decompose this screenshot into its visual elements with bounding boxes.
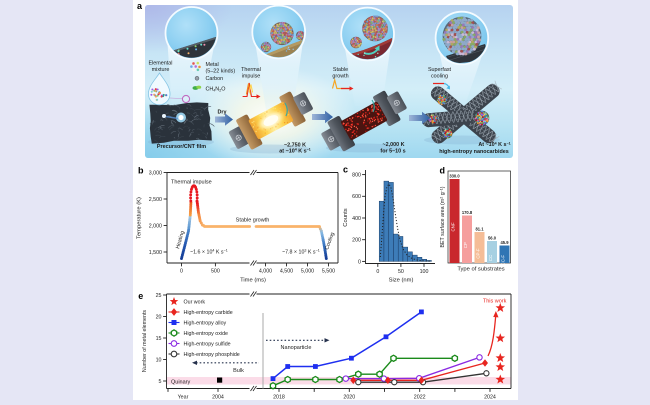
svg-text:5: 5 bbox=[159, 379, 162, 385]
svg-text:330.0: 330.0 bbox=[449, 174, 460, 179]
svg-text:3,000: 3,000 bbox=[149, 170, 162, 176]
svg-text:45.9: 45.9 bbox=[501, 240, 510, 245]
svg-text:CH4N2O: CH4N2O bbox=[206, 87, 226, 93]
svg-text:Time (ms): Time (ms) bbox=[240, 278, 266, 284]
svg-text:~2,750 K: ~2,750 K bbox=[284, 143, 306, 149]
svg-text:4,000: 4,000 bbox=[259, 269, 272, 275]
svg-text:for 5–10 s: for 5–10 s bbox=[380, 148, 405, 154]
svg-text:2018: 2018 bbox=[273, 395, 285, 401]
svg-text:Size (nm): Size (nm) bbox=[389, 278, 414, 284]
svg-text:400: 400 bbox=[352, 216, 361, 222]
svg-text:impulse: impulse bbox=[242, 74, 261, 80]
svg-text:Cooling: Cooling bbox=[324, 232, 336, 251]
svg-text:Thermal: Thermal bbox=[241, 67, 261, 73]
svg-text:High-entropy phosphide: High-entropy phosphide bbox=[184, 352, 240, 358]
svg-text:81.1: 81.1 bbox=[476, 227, 485, 232]
svg-text:2,500: 2,500 bbox=[149, 197, 162, 203]
svg-text:growth: growth bbox=[332, 74, 348, 80]
svg-text:Stable: Stable bbox=[333, 67, 348, 73]
svg-text:Superfast: Superfast bbox=[428, 67, 452, 73]
svg-text:0: 0 bbox=[376, 269, 379, 275]
svg-text:e: e bbox=[138, 291, 143, 301]
svg-text:high-entropy nanocarbides: high-entropy nanocarbides bbox=[439, 149, 509, 155]
svg-text:Our work: Our work bbox=[184, 300, 206, 306]
svg-text:20: 20 bbox=[156, 314, 162, 320]
svg-text:Type of substrates: Type of substrates bbox=[457, 267, 504, 273]
svg-text:cooling: cooling bbox=[431, 74, 448, 80]
svg-text:d: d bbox=[440, 166, 446, 176]
svg-text:200: 200 bbox=[352, 238, 361, 244]
svg-text:15: 15 bbox=[156, 336, 162, 342]
svg-text:Precursor/CNT film: Precursor/CNT film bbox=[157, 144, 206, 150]
svg-text:800: 800 bbox=[352, 173, 361, 179]
svg-text:High-entropy oxide: High-entropy oxide bbox=[184, 331, 229, 337]
svg-text:2004: 2004 bbox=[212, 395, 224, 401]
svg-text:High-entropy alloy: High-entropy alloy bbox=[184, 321, 227, 327]
svg-text:56.0: 56.0 bbox=[488, 236, 497, 241]
svg-text:Stable growth: Stable growth bbox=[236, 218, 270, 224]
svg-text:At ~104 K s−1: At ~104 K s−1 bbox=[478, 141, 510, 148]
svg-text:Metal: Metal bbox=[206, 62, 219, 68]
svg-text:~2,000 K: ~2,000 K bbox=[382, 142, 404, 148]
svg-text:Temperature (K): Temperature (K) bbox=[137, 197, 143, 239]
svg-text:Counts: Counts bbox=[343, 208, 349, 226]
svg-text:Quinary: Quinary bbox=[171, 379, 191, 385]
svg-text:Elemental: Elemental bbox=[149, 61, 173, 67]
svg-text:170.8: 170.8 bbox=[462, 210, 473, 215]
svg-text:Number of metal elements: Number of metal elements bbox=[142, 310, 148, 372]
svg-text:(5–22 kinds): (5–22 kinds) bbox=[206, 69, 236, 75]
svg-text:2024: 2024 bbox=[484, 395, 496, 401]
svg-text:at ~104 K s−1: at ~104 K s−1 bbox=[279, 148, 310, 155]
svg-text:CNF: CNF bbox=[451, 222, 456, 231]
svg-text:Bulk: Bulk bbox=[233, 368, 244, 374]
svg-text:Nanoparticle: Nanoparticle bbox=[281, 345, 312, 351]
svg-text:25: 25 bbox=[156, 293, 162, 299]
svg-text:5,500: 5,500 bbox=[322, 269, 335, 275]
svg-text:Dry: Dry bbox=[218, 110, 227, 116]
svg-text:10: 10 bbox=[156, 357, 162, 363]
svg-text:b: b bbox=[138, 166, 144, 176]
svg-text:2020: 2020 bbox=[343, 395, 355, 401]
svg-text:2,000: 2,000 bbox=[149, 223, 162, 229]
svg-text:mixture: mixture bbox=[152, 67, 170, 73]
svg-text:a: a bbox=[137, 1, 143, 11]
svg-text:1,500: 1,500 bbox=[149, 250, 162, 256]
svg-text:0: 0 bbox=[358, 259, 361, 265]
svg-text:CP-F: CP-F bbox=[476, 248, 481, 259]
svg-text:~7.8 × 103 K s−1: ~7.8 × 103 K s−1 bbox=[282, 249, 320, 256]
svg-text:CC-F: CC-F bbox=[501, 255, 506, 266]
svg-text:CC: CC bbox=[488, 255, 493, 261]
svg-text:This work: This work bbox=[483, 299, 507, 305]
svg-text:Year: Year bbox=[178, 395, 189, 401]
svg-text:4,500: 4,500 bbox=[280, 269, 293, 275]
svg-text:High-entropy carbide: High-entropy carbide bbox=[184, 310, 233, 316]
svg-text:Thermal impulse: Thermal impulse bbox=[171, 180, 212, 186]
svg-text:Carbon: Carbon bbox=[206, 76, 224, 82]
svg-text:50: 50 bbox=[398, 269, 404, 275]
svg-text:100: 100 bbox=[420, 269, 429, 275]
svg-text:High-entropy sulfide: High-entropy sulfide bbox=[184, 342, 231, 348]
svg-text:CP: CP bbox=[463, 242, 468, 248]
svg-text:c: c bbox=[343, 165, 348, 175]
svg-text:0: 0 bbox=[180, 269, 183, 275]
svg-text:500: 500 bbox=[211, 269, 220, 275]
svg-text:BET surface area (m2 g−1): BET surface area (m2 g−1) bbox=[439, 186, 446, 247]
svg-text:~1.6 × 104 K s−1: ~1.6 × 104 K s−1 bbox=[190, 249, 228, 256]
svg-text:5,000: 5,000 bbox=[301, 269, 314, 275]
svg-text:Heating: Heating bbox=[175, 230, 186, 249]
svg-text:600: 600 bbox=[352, 194, 361, 200]
svg-text:2022: 2022 bbox=[414, 395, 426, 401]
